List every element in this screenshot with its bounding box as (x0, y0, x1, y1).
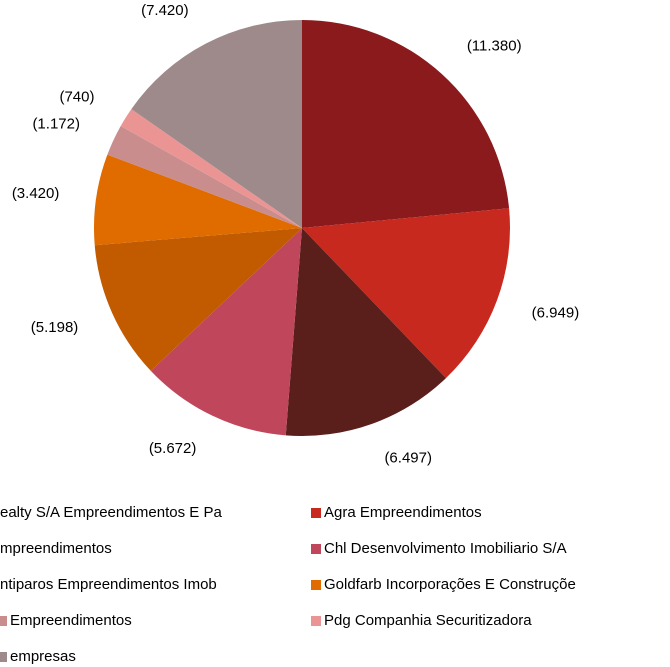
legend-label: ealty S/A Empreendimentos E Pa (0, 504, 222, 521)
legend-swatch (311, 580, 321, 590)
legend-swatch (311, 544, 321, 554)
data-label: (5.198) (31, 319, 79, 336)
pie-slice (94, 154, 302, 246)
legend-label: Empreendimentos (10, 612, 132, 629)
pie-slice (302, 208, 511, 379)
pie-slice (120, 109, 302, 228)
data-label: (740) (59, 89, 94, 106)
data-label: (11.380) (467, 38, 522, 55)
pie-slice (150, 228, 302, 436)
pie-slice (285, 228, 446, 436)
data-label: (5.672) (149, 440, 197, 457)
data-label: (7.420) (141, 2, 189, 19)
legend-label: mpreendimentos (0, 540, 112, 557)
legend-label: Agra Empreendimentos (324, 504, 482, 521)
data-label: (1.172) (32, 115, 80, 132)
legend-label: Goldfarb Incorporações E Construçõe (324, 576, 576, 593)
legend-label: Pdg Companhia Securitizadora (324, 612, 532, 629)
data-label: (3.420) (12, 185, 60, 202)
legend-swatch (0, 652, 7, 662)
legend-label: Chl Desenvolvimento Imobiliario S/A (324, 540, 567, 557)
data-label: (6.497) (384, 450, 432, 467)
pie-slice (107, 125, 302, 228)
pie-slice (131, 20, 302, 228)
legend-swatch (311, 616, 321, 626)
data-label: (6.949) (532, 304, 580, 321)
legend-label: empresas (10, 648, 76, 665)
pie-slice (94, 228, 302, 371)
pie-slice (302, 20, 510, 228)
legend-label: ntiparos Empreendimentos Imob (0, 576, 217, 593)
legend-swatch (311, 508, 321, 518)
legend-swatch (0, 616, 7, 626)
